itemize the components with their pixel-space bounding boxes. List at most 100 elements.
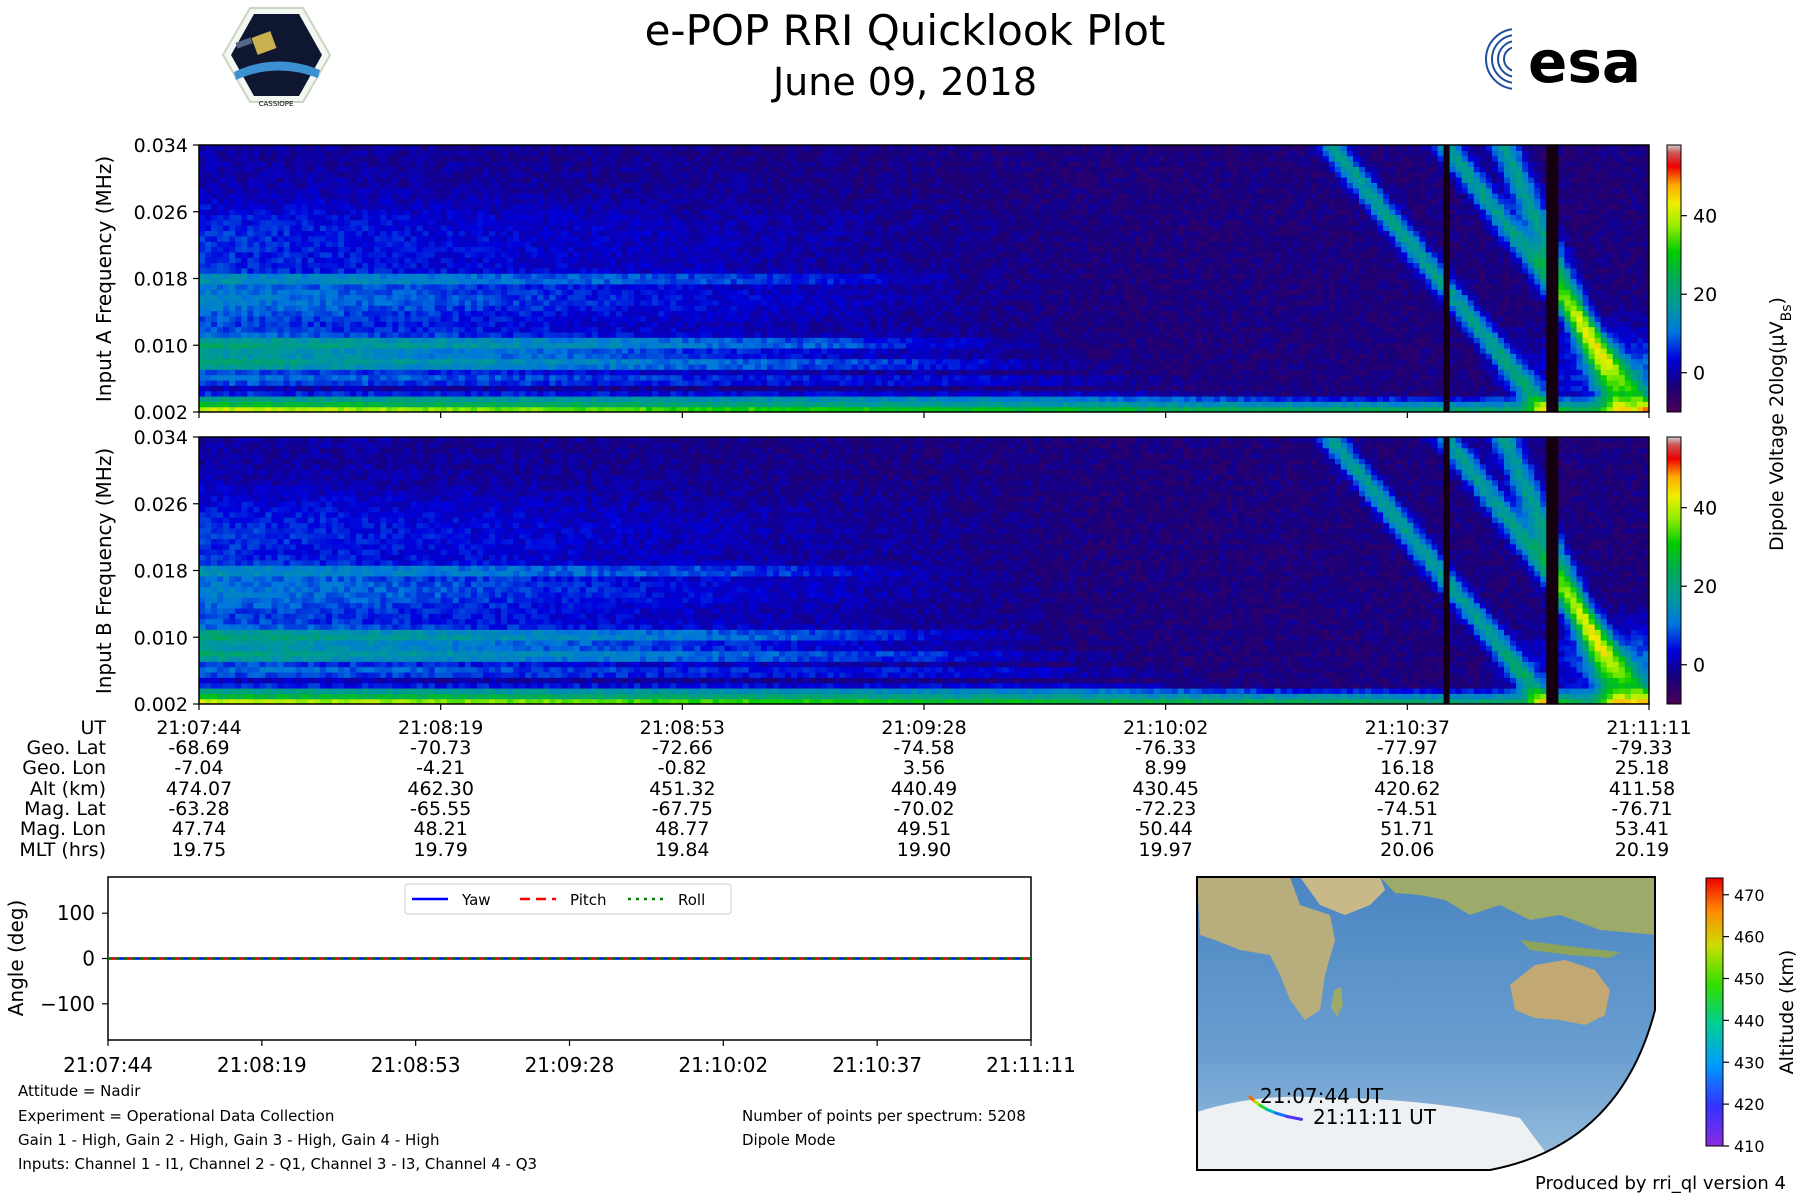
ephemeris-cell: 50.44 [1138, 818, 1192, 840]
ephemeris-cell: 20.06 [1380, 839, 1434, 861]
ephemeris-cell: -79.33 [1611, 737, 1672, 759]
ephemeris-cell: 19.75 [172, 839, 226, 861]
ephemeris-cell: -0.82 [658, 757, 707, 779]
ephemeris-cell: 21:08:53 [640, 717, 725, 739]
attitude-xtick-label: 21:10:02 [678, 1053, 768, 1077]
ephemeris-cell: -77.97 [1377, 737, 1438, 759]
ephemeris-cell: -7.04 [174, 757, 223, 779]
legend-label-roll: Roll [678, 891, 705, 909]
spectrogram-ytick-label: 0.018 [134, 561, 188, 583]
footer-mode: Dipole Mode [742, 1131, 835, 1149]
ephemeris-cell: 20.19 [1615, 839, 1669, 861]
ephemeris-cell: 474.07 [166, 778, 232, 800]
spectrogram-a-ylabel: Input A Frequency (MHz) [92, 156, 116, 402]
ephemeris-cell: -68.69 [168, 737, 229, 759]
ephemeris-cell: 21:07:44 [156, 717, 241, 739]
spectrogram-b-image [199, 437, 1650, 705]
ephemeris-cell: 21:11:11 [1606, 717, 1691, 739]
spectrogram-ytick-label: 0.026 [134, 494, 188, 516]
footer-produced-by: Produced by rri_ql version 4 [1535, 1173, 1786, 1194]
ephemeris-cell: -65.55 [410, 798, 471, 820]
spectrogram-ytick-label: 0.002 [134, 694, 188, 716]
footer-points: Number of points per spectrum: 5208 [742, 1107, 1026, 1125]
legend-label-yaw: Yaw [461, 891, 491, 909]
ephemeris-cell: 420.62 [1374, 778, 1440, 800]
footer-attitude: Attitude = Nadir [18, 1082, 141, 1100]
spectrogram-ytick-label: 0.002 [134, 402, 188, 424]
ephemeris-cell: 21:08:19 [398, 717, 483, 739]
orbit-map: 21:07:44 UT 21:11:11 UT [1197, 877, 1657, 1172]
ephemeris-cell: -74.51 [1377, 798, 1438, 820]
attitude-ytick-label: 100 [57, 901, 95, 925]
ephemeris-cell: 47.74 [172, 818, 226, 840]
spectrogram-input-a: 0.002 0.010 0.018 0.026 0.034 [134, 135, 1650, 424]
altitude-colorbar-tick-label: 440 [1734, 1011, 1765, 1030]
esa-logo: esa [1486, 26, 1641, 96]
attitude-xtick-label: 21:09:28 [525, 1053, 615, 1077]
ephemeris-cell: -76.33 [1135, 737, 1196, 759]
spectrogram-ytick-label: 0.034 [134, 427, 188, 449]
ephemeris-row-label: MLT (hrs) [19, 839, 106, 861]
ephemeris-cell: 411.58 [1609, 778, 1675, 800]
ephemeris-cell: 48.21 [413, 818, 467, 840]
ephemeris-cell: -72.66 [652, 737, 713, 759]
colorbar-tick-label: 40 [1693, 206, 1717, 228]
ephemeris-row-label: UT [80, 717, 106, 739]
footer-inputs: Inputs: Channel 1 - I1, Channel 2 - Q1, … [18, 1155, 537, 1173]
attitude-ylabel: Angle (deg) [4, 900, 28, 1017]
page-title: e-POP RRI Quicklook Plot [645, 6, 1166, 55]
ephemeris-cell: 48.77 [655, 818, 709, 840]
attitude-legend: Yaw Pitch Roll [405, 884, 731, 914]
spectrogram-ytick-label: 0.010 [134, 335, 188, 357]
ephemeris-cell: 19.90 [897, 839, 951, 861]
ephemeris-cell: -74.58 [893, 737, 954, 759]
colorbar-tick-label: 20 [1693, 576, 1717, 598]
legend-label-pitch: Pitch [570, 891, 607, 909]
ephemeris-cell: 451.32 [649, 778, 715, 800]
ephemeris-row-label: Geo. Lon [22, 757, 106, 779]
altitude-colorbar-tick-label: 410 [1734, 1137, 1765, 1156]
attitude-ytick-label: 0 [82, 947, 95, 971]
ephemeris-cell: 462.30 [407, 778, 473, 800]
ephemeris-cell: -4.21 [416, 757, 465, 779]
footer-gains: Gain 1 - High, Gain 2 - High, Gain 3 - H… [18, 1131, 440, 1149]
altitude-colorbar-tick-label: 460 [1734, 928, 1765, 947]
orbit-end-label: 21:11:11 UT [1313, 1105, 1437, 1129]
ephemeris-cell: -63.28 [168, 798, 229, 820]
ephemeris-cell: -67.75 [652, 798, 713, 820]
altitude-colorbar-tick-label: 420 [1734, 1095, 1765, 1114]
ephemeris-row-label: Mag. Lat [24, 798, 106, 820]
altitude-colorbar-tick-label: 470 [1734, 886, 1765, 905]
attitude-ytick-label: −100 [40, 992, 95, 1016]
ephemeris-cell: 21:10:37 [1365, 717, 1450, 739]
attitude-xtick-label: 21:11:11 [986, 1053, 1076, 1077]
ephemeris-cell: 3.56 [903, 757, 945, 779]
ephemeris-cell: 19.79 [413, 839, 467, 861]
esa-logo-text: esa [1528, 28, 1641, 96]
colorbar-a: 0 20 40 [1667, 145, 1717, 412]
attitude-xtick-label: 21:08:19 [217, 1053, 307, 1077]
ephemeris-cell: 16.18 [1380, 757, 1434, 779]
ephemeris-cell: 21:09:28 [881, 717, 966, 739]
attitude-xtick-label: 21:08:53 [371, 1053, 461, 1077]
ephemeris-cell: -70.02 [893, 798, 954, 820]
colorbar-tick-label: 0 [1693, 655, 1705, 677]
attitude-plot: −100 0 100 21:07:44 21:08:19 21:08:53 21:09:28… [4, 877, 1076, 1077]
ephemeris-cell: 51.71 [1380, 818, 1434, 840]
altitude-colorbar: 410 420 430 440 450 460 470 [1706, 878, 1765, 1156]
altitude-colorbar-label: Altitude (km) [1776, 950, 1798, 1075]
ephemeris-cell: -70.73 [410, 737, 471, 759]
page-subtitle-date: June 09, 2018 [771, 60, 1037, 104]
altitude-colorbar-tick-label: 430 [1734, 1053, 1765, 1072]
spectrogram-ytick-label: 0.034 [134, 135, 188, 157]
ephemeris-row-label: Mag. Lon [20, 818, 106, 840]
spectrogram-b-ylabel: Input B Frequency (MHz) [92, 448, 116, 694]
ephemeris-cell: 25.18 [1615, 757, 1669, 779]
attitude-xtick-label: 21:10:37 [832, 1053, 922, 1077]
attitude-xtick-label: 21:07:44 [63, 1053, 153, 1077]
spectrogram-ytick-label: 0.010 [134, 627, 188, 649]
ephemeris-cell: -72.23 [1135, 798, 1196, 820]
spectrogram-ytick-label: 0.026 [134, 202, 188, 224]
colorbar-tick-label: 40 [1693, 498, 1717, 520]
footer-experiment: Experiment = Operational Data Collection [18, 1107, 334, 1125]
